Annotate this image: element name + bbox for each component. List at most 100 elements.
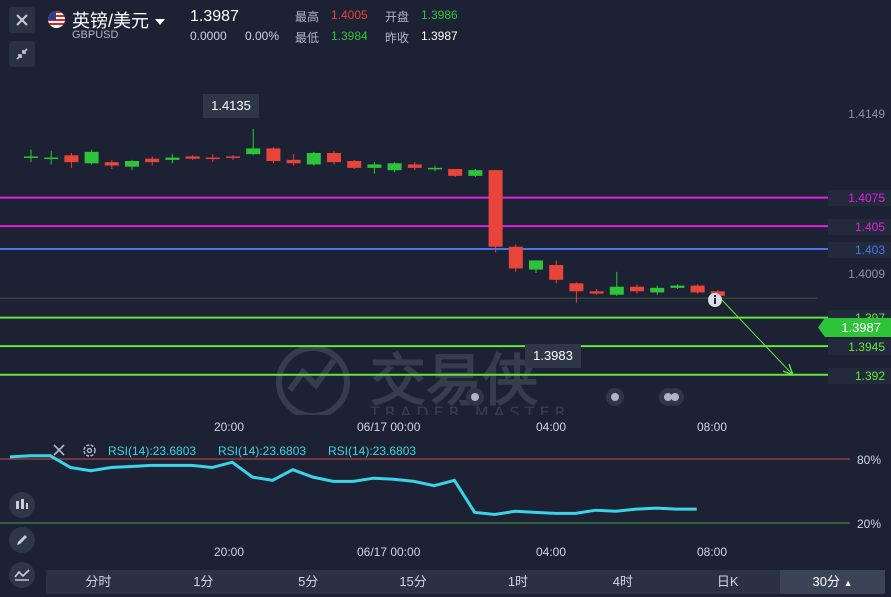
rsi-label-1: RSI(14):23.6803 [108, 444, 197, 458]
tab-5min[interactable]: 5分 [298, 574, 319, 589]
candle[interactable] [226, 155, 240, 160]
candle[interactable] [125, 159, 139, 171]
candle[interactable] [185, 155, 200, 160]
candle[interactable] [286, 154, 301, 166]
candle[interactable] [64, 153, 79, 168]
current-price: 1.3987 [190, 8, 239, 25]
candle[interactable] [165, 154, 180, 164]
candle-body [286, 159, 301, 164]
candle-body [609, 286, 624, 295]
candle[interactable] [84, 149, 99, 165]
candle[interactable] [327, 150, 341, 165]
candle[interactable] [407, 162, 422, 171]
draw-button[interactable] [9, 527, 35, 553]
candle-body [125, 161, 139, 167]
candle-body [630, 286, 644, 292]
candle-body [44, 157, 59, 160]
tab-daily[interactable]: 日K [716, 574, 739, 589]
watermark-en: TRADER MASTER [369, 403, 571, 415]
candle[interactable] [104, 159, 119, 169]
symbol-title[interactable]: 英镑/美元 [72, 7, 166, 33]
candle-body [650, 287, 665, 293]
candle-body [246, 148, 261, 155]
candle[interactable] [609, 271, 624, 296]
candle-body [690, 285, 705, 293]
candle-body [407, 164, 422, 168]
close-button[interactable] [9, 7, 35, 33]
candle[interactable] [145, 156, 160, 166]
rsi-label-2: RSI(14):23.6803 [218, 444, 307, 458]
candle-body [226, 156, 240, 158]
candle[interactable] [306, 151, 321, 166]
candle-body [529, 260, 543, 270]
uk-flag-icon [48, 11, 65, 28]
settings-icon[interactable] [82, 443, 97, 458]
event-markers[interactable] [460, 386, 690, 408]
rsi-time-label-2: 06/17 00:00 [357, 545, 421, 559]
prev-close-value: 1.3987 [421, 29, 458, 43]
candle-body [24, 156, 38, 158]
candle[interactable] [24, 149, 38, 163]
watermark: 交易侠 TRADER MASTER [276, 345, 571, 415]
pencil-icon [17, 535, 27, 545]
tab-30min-label: 30分 [812, 574, 841, 589]
candle[interactable] [650, 285, 665, 295]
candle[interactable] [549, 260, 564, 284]
candle[interactable] [690, 284, 705, 294]
candle-body [266, 148, 281, 161]
price-axis-mid: 1.4009 [848, 267, 885, 281]
candle[interactable] [205, 154, 220, 163]
tab-timeshare[interactable]: 分时 [85, 574, 112, 589]
event-marker-icon[interactable] [466, 388, 484, 406]
candle-body [145, 158, 160, 163]
tab-30min[interactable]: 30分 ▲ [780, 570, 885, 594]
candle[interactable] [569, 282, 584, 303]
time-label-2: 06/17 00:00 [357, 420, 421, 434]
event-marker-icon[interactable] [659, 388, 684, 406]
candle[interactable] [468, 169, 483, 177]
price-change: 0.0000 [190, 29, 227, 43]
candle-body [185, 156, 200, 159]
candle[interactable] [44, 150, 59, 165]
candle[interactable] [630, 284, 644, 294]
rsi-lower-label: 20% [857, 517, 882, 531]
candlestick-chart[interactable]: 交易侠 TRADER MASTER [0, 60, 891, 415]
close-indicator-icon[interactable] [52, 443, 66, 457]
candle[interactable] [428, 165, 442, 172]
candle[interactable] [670, 284, 685, 289]
info-icon[interactable] [708, 293, 722, 307]
price-axis-top: 1.4149 [848, 107, 885, 121]
candle[interactable] [367, 162, 382, 174]
candle-body [64, 155, 79, 163]
candle-body [488, 170, 503, 247]
indicator-button[interactable] [9, 562, 35, 588]
candle-style-button[interactable] [9, 492, 35, 518]
candle-body [387, 163, 402, 171]
event-marker-icon[interactable] [606, 388, 624, 406]
candle-body [468, 170, 483, 176]
level-tag-5: 1.3945 [828, 339, 891, 355]
caret-up-icon: ▲ [843, 578, 853, 588]
candle[interactable] [266, 147, 281, 164]
level-tag-3: 1.403 [828, 242, 891, 258]
candlestick-icon [16, 499, 28, 509]
tab-15min[interactable]: 15分 [399, 574, 427, 589]
candle[interactable] [529, 260, 543, 273]
candle-body [367, 164, 382, 168]
rsi-chart[interactable] [0, 440, 891, 545]
candle[interactable] [246, 129, 261, 156]
current-price-tag: 1.3987 [818, 318, 891, 337]
candle[interactable] [508, 244, 523, 272]
candle[interactable] [589, 289, 604, 295]
current-price-tag-text: 1.3987 [841, 320, 881, 335]
candle[interactable] [347, 159, 362, 169]
tab-4hour[interactable]: 4时 [612, 574, 633, 589]
candle[interactable] [488, 170, 503, 253]
tab-1hour[interactable]: 1时 [507, 574, 529, 589]
candle[interactable] [448, 169, 463, 177]
low-label: 最低 [295, 31, 320, 45]
candle[interactable] [387, 162, 402, 173]
tab-1min[interactable]: 1分 [193, 574, 214, 589]
rsi-label-3: RSI(14):23.6803 [328, 444, 417, 458]
collapse-button[interactable] [9, 41, 35, 67]
